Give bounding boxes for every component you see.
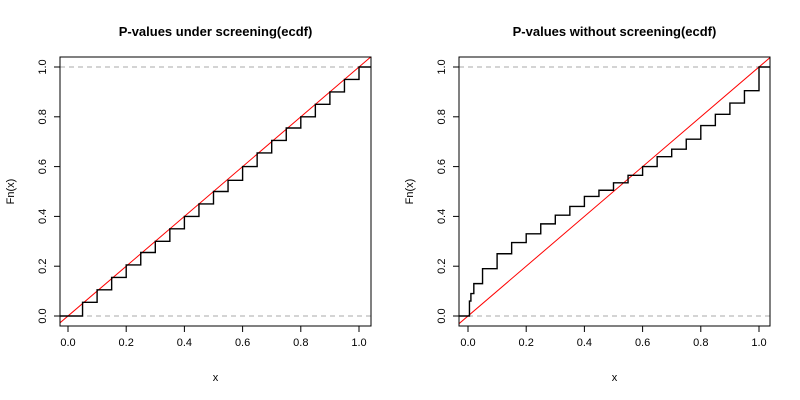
reference-diagonal-line	[459, 57, 770, 325]
x-tick-label: 0.0	[460, 337, 475, 349]
y-axis-label: Fn(x)	[5, 179, 17, 205]
plot-area	[60, 57, 371, 324]
y-tick-label: 0.6	[37, 159, 49, 174]
ecdf-line	[459, 66, 770, 317]
x-tick-label: 1.0	[351, 337, 366, 349]
x-tick-label: 0.2	[519, 337, 534, 349]
plot-frame	[458, 56, 771, 327]
x-tick-label: 0.8	[293, 337, 308, 349]
x-tick-label: 0.4	[177, 337, 192, 349]
panel-2: P-values without screening(ecdf) 0.0 0.2 0.…	[404, 24, 771, 384]
x-tick-label: 0.4	[577, 337, 592, 349]
y-tick-label: 1.0	[436, 59, 448, 74]
y-axis-label: Fn(x)	[404, 179, 416, 205]
panel-1: P-values under screening(ecdf) 0.0 0.2 0.4 0…	[5, 24, 372, 384]
y-tick-label: 0.2	[37, 259, 49, 274]
x-tick-label: 0.8	[693, 337, 708, 349]
y-tick-label: 0.4	[436, 209, 448, 224]
chart-title: P-values without screening(ecdf)	[513, 24, 717, 39]
x-tick-label: 0.6	[635, 337, 650, 349]
y-tick-label: 0.8	[37, 109, 49, 124]
y-tick-label: 0.6	[436, 159, 448, 174]
plot-area	[459, 57, 770, 325]
y-tick-label: 0.8	[436, 109, 448, 124]
y-tick-label: 0.4	[37, 209, 49, 224]
ecdf-line	[60, 66, 371, 317]
x-tick-label: 0.2	[119, 337, 134, 349]
x-axis-label: x	[612, 372, 618, 384]
x-tick-label: 0.0	[60, 337, 75, 349]
chart-title: P-values under screening(ecdf)	[119, 24, 313, 39]
y-tick-label: 0.0	[436, 308, 448, 323]
x-axis-label: x	[213, 372, 219, 384]
y-tick-label: 0.0	[37, 308, 49, 323]
y-tick-label: 0.2	[436, 259, 448, 274]
y-tick-label: 1.0	[37, 59, 49, 74]
x-tick-label: 0.6	[235, 337, 250, 349]
plot-frame	[59, 56, 372, 327]
x-tick-label: 1.0	[751, 337, 766, 349]
